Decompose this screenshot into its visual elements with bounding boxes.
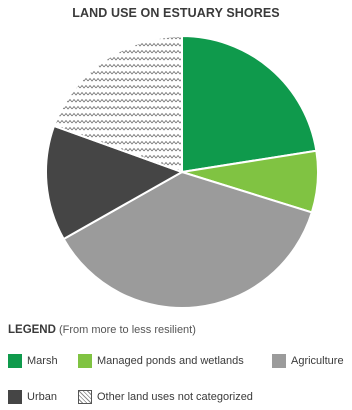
- legend-item-managed-ponds: Managed ponds and wetlands: [78, 354, 244, 368]
- pie-slice-urban: [45, 124, 185, 241]
- pie-chart: [45, 34, 319, 309]
- pie-slice-other-land-uses-not-categorized: [52, 34, 183, 174]
- pie-slice-marsh: [181, 34, 318, 174]
- legend-item-urban: Urban: [8, 390, 57, 404]
- legend-subtitle: (From more to less resilient): [58, 324, 196, 336]
- legend-label-managed-ponds: Managed ponds and wetlands: [97, 355, 244, 367]
- legend-title: LEGEND: [8, 324, 56, 336]
- legend-item-other: Other land uses not categorized: [78, 390, 253, 404]
- pie-slice-agriculture: [62, 170, 314, 309]
- legend-item-marsh: Marsh: [8, 354, 58, 368]
- legend-swatch-marsh: [8, 354, 22, 368]
- legend-swatch-other: [78, 390, 92, 404]
- legend-heading: LEGEND (From more to less resilient): [8, 324, 196, 336]
- legend-item-agriculture: Agriculture: [272, 354, 344, 368]
- legend-label-marsh: Marsh: [27, 355, 58, 367]
- chart-title: LAND USE ON ESTUARY SHORES: [72, 6, 280, 20]
- legend-label-agriculture: Agriculture: [291, 355, 344, 367]
- legend-label-urban: Urban: [27, 391, 57, 403]
- legend-label-other: Other land uses not categorized: [97, 391, 253, 403]
- legend-swatch-managed-ponds: [78, 354, 92, 368]
- legend-swatch-urban: [8, 390, 22, 404]
- legend-swatch-agriculture: [272, 354, 286, 368]
